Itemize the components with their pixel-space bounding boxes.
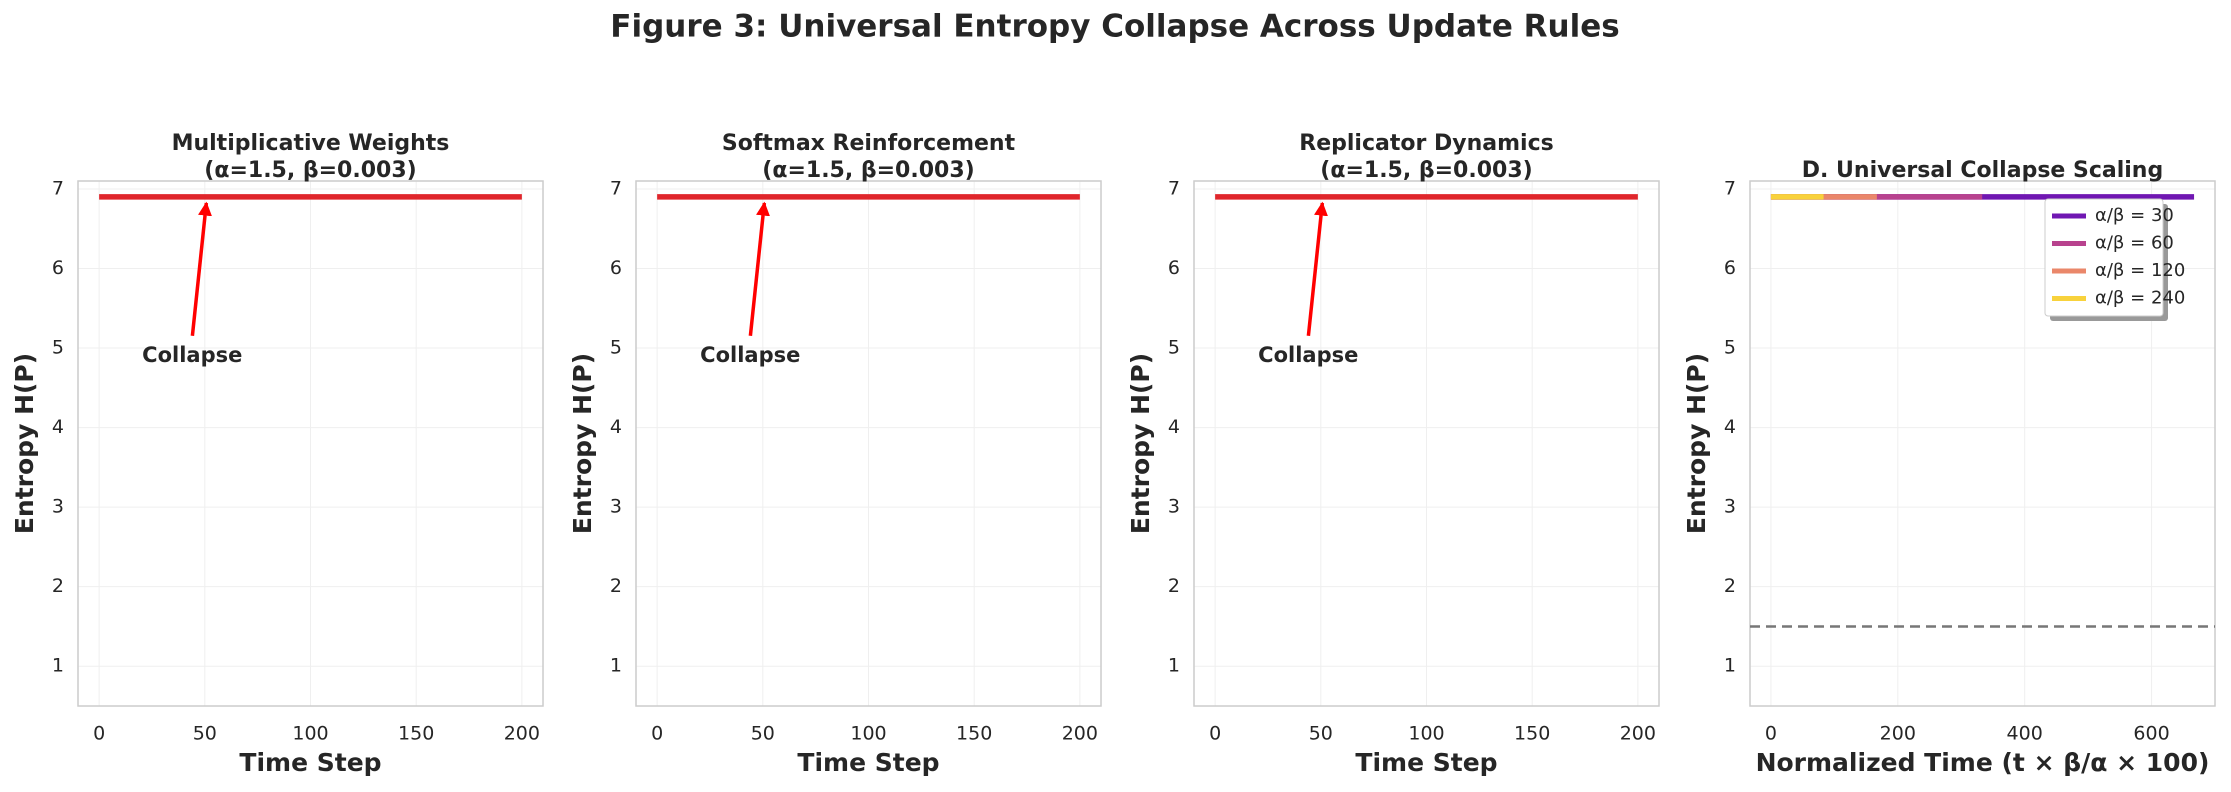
x-axis-label: Time Step <box>1355 748 1497 777</box>
annotation: Collapse <box>1258 343 1358 367</box>
x-tick-label: 400 <box>2007 723 2043 745</box>
axes-frame <box>1749 180 2216 707</box>
subplot-title: Softmax Reinforcement <box>722 131 1016 156</box>
y-tick-label: 2 <box>1168 575 1180 597</box>
subplot-title: D. Universal Collapse Scaling <box>1802 158 2163 183</box>
y-tick-label: 2 <box>52 575 64 597</box>
y-tick-label: 3 <box>52 496 64 518</box>
x-tick-label: 200 <box>504 723 540 745</box>
x-tick-label: 600 <box>2133 723 2169 745</box>
y-axis-label: Entropy H(P) <box>1126 353 1155 534</box>
y-tick-label: 6 <box>1724 257 1736 279</box>
subplot-title: Multiplicative Weights <box>172 131 450 156</box>
legend-label: α/β = 240 <box>2095 288 2185 309</box>
subplot-title: Replicator Dynamics <box>1299 131 1553 156</box>
annotation-arrow <box>190 201 212 337</box>
x-axis-label: Time Step <box>797 748 939 777</box>
subplot-title: (α=1.5, β=0.003) <box>204 158 416 183</box>
x-tick-label: 0 <box>93 723 105 745</box>
legend-label: α/β = 120 <box>2095 260 2185 281</box>
subplot-title: (α=1.5, β=0.003) <box>1320 158 1532 183</box>
y-axis-label: Entropy H(P) <box>10 353 39 534</box>
x-tick-label: 200 <box>1062 723 1098 745</box>
y-tick-label: 3 <box>1168 496 1180 518</box>
x-tick-label: 200 <box>1620 723 1656 745</box>
x-tick-label: 100 <box>850 723 886 745</box>
legend-box <box>2044 198 2164 317</box>
x-tick-label: 50 <box>751 723 775 745</box>
y-tick-label: 7 <box>1724 177 1736 199</box>
annotation: Collapse <box>700 343 800 367</box>
annotation-arrow <box>748 201 770 337</box>
y-tick-label: 2 <box>1724 575 1736 597</box>
x-tick-label: 200 <box>1880 723 1916 745</box>
x-tick-label: 50 <box>1309 723 1333 745</box>
figure-title: Figure 3: Universal Entropy Collapse Acr… <box>610 9 1619 45</box>
y-tick-label: 2 <box>610 575 622 597</box>
x-tick-label: 150 <box>398 723 434 745</box>
x-tick-label: 100 <box>292 723 328 745</box>
y-tick-label: 7 <box>52 177 64 199</box>
y-tick-label: 3 <box>610 496 622 518</box>
y-tick-label: 6 <box>52 257 64 279</box>
axes-frame <box>1193 180 1660 707</box>
y-tick-label: 1 <box>1724 655 1736 677</box>
x-tick-label: 50 <box>193 723 217 745</box>
x-tick-label: 150 <box>1514 723 1550 745</box>
y-tick-label: 1 <box>610 655 622 677</box>
y-tick-label: 5 <box>610 337 622 359</box>
y-tick-label: 5 <box>52 337 64 359</box>
x-tick-label: 150 <box>956 723 992 745</box>
annotation-arrow <box>1306 201 1328 337</box>
y-tick-label: 3 <box>1724 496 1736 518</box>
y-tick-label: 1 <box>1168 655 1180 677</box>
x-axis-label: Normalized Time (t × β/α × 100) <box>1756 748 2210 777</box>
y-tick-label: 6 <box>610 257 622 279</box>
y-tick-label: 7 <box>1168 177 1180 199</box>
axes-frame <box>77 180 544 707</box>
y-tick-label: 1 <box>52 655 64 677</box>
x-tick-label: 100 <box>1408 723 1444 745</box>
axes-frame <box>635 180 1102 707</box>
legend-label: α/β = 30 <box>2095 205 2174 226</box>
y-tick-label: 5 <box>1168 337 1180 359</box>
y-axis-label: Entropy H(P) <box>568 353 597 534</box>
y-tick-label: 5 <box>1724 337 1736 359</box>
y-tick-label: 6 <box>1168 257 1180 279</box>
y-tick-label: 4 <box>610 416 622 438</box>
y-tick-label: 4 <box>52 416 64 438</box>
y-axis-label: Entropy H(P) <box>1682 353 1711 534</box>
x-tick-label: 0 <box>651 723 663 745</box>
y-tick-label: 4 <box>1724 416 1736 438</box>
x-axis-label: Time Step <box>239 748 381 777</box>
legend-label: α/β = 60 <box>2095 233 2174 254</box>
y-tick-label: 7 <box>610 177 622 199</box>
x-tick-label: 0 <box>1765 723 1777 745</box>
x-tick-label: 0 <box>1209 723 1221 745</box>
annotation: Collapse <box>142 343 242 367</box>
subplot-title: (α=1.5, β=0.003) <box>762 158 974 183</box>
y-tick-label: 4 <box>1168 416 1180 438</box>
